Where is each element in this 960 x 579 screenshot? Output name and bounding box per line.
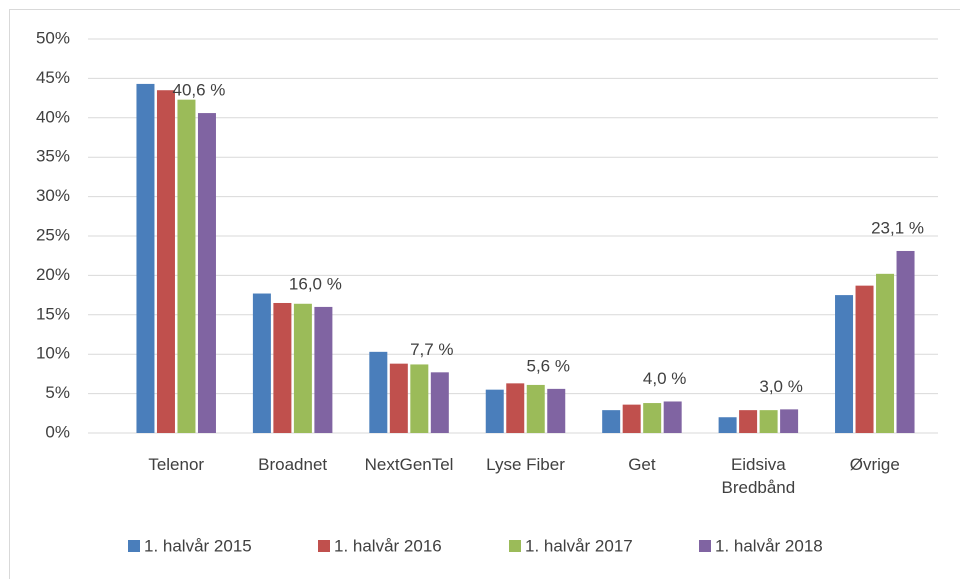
x-tick-label: Get <box>628 455 656 474</box>
legend-swatch <box>699 540 711 552</box>
y-tick-label: 0% <box>45 422 70 441</box>
bar <box>156 90 175 433</box>
x-tick-label: Telenor <box>148 455 205 474</box>
chart-border <box>9 9 960 579</box>
data-label: 23,1 % <box>871 218 924 237</box>
bar <box>197 113 216 434</box>
legend-label: 1. halvår 2016 <box>334 536 442 555</box>
legend-label: 1. halvår 2015 <box>144 536 252 555</box>
x-tick-label: Broadnet <box>258 455 328 474</box>
x-tick-label: Øvrige <box>849 455 900 474</box>
bar <box>506 383 525 433</box>
bar <box>389 363 408 433</box>
data-label: 7,7 % <box>410 340 453 359</box>
bar <box>314 306 333 433</box>
bar <box>643 403 662 433</box>
x-tick-label: NextGenTel <box>364 455 454 474</box>
bar <box>485 389 504 433</box>
bar <box>876 273 895 433</box>
bar <box>780 409 799 433</box>
bar <box>177 99 196 434</box>
y-tick-label: 20% <box>36 265 70 284</box>
legend-swatch <box>128 540 140 552</box>
legend-swatch <box>509 540 521 552</box>
bar <box>835 295 854 433</box>
data-label: 5,6 % <box>527 356 570 375</box>
bar <box>622 404 641 433</box>
y-tick-label: 35% <box>36 147 70 166</box>
data-label: 16,0 % <box>289 274 342 293</box>
y-tick-label: 50% <box>36 28 70 47</box>
y-tick-label: 40% <box>36 107 70 126</box>
bar <box>136 83 155 433</box>
y-tick-label: 15% <box>36 304 70 323</box>
data-label: 40,6 % <box>172 81 225 100</box>
legend-label: 1. halvår 2018 <box>715 536 823 555</box>
data-label: 4,0 % <box>643 369 686 388</box>
data-label: 3,0 % <box>759 377 802 396</box>
bar <box>369 351 388 433</box>
bar <box>293 303 312 433</box>
x-tick-label: Eidsiva Bredbånd <box>721 455 796 497</box>
bar <box>430 372 449 433</box>
y-tick-label: 30% <box>36 186 70 205</box>
y-tick-label: 25% <box>36 225 70 244</box>
y-tick-label: 10% <box>36 344 70 363</box>
bar <box>663 401 682 433</box>
bar <box>718 417 737 433</box>
bar <box>602 410 621 433</box>
bar <box>739 410 758 433</box>
bar <box>526 384 545 433</box>
bar <box>855 285 874 433</box>
y-tick-label: 5% <box>45 383 70 402</box>
bar <box>252 293 271 433</box>
bar <box>759 410 778 433</box>
legend-swatch <box>318 540 330 552</box>
bar <box>896 250 915 433</box>
legend-label: 1. halvår 2017 <box>525 536 633 555</box>
bar <box>273 302 292 433</box>
x-tick-label: Lyse Fiber <box>486 455 565 474</box>
y-tick-label: 45% <box>36 68 70 87</box>
bar <box>410 364 429 433</box>
bar <box>547 388 566 433</box>
